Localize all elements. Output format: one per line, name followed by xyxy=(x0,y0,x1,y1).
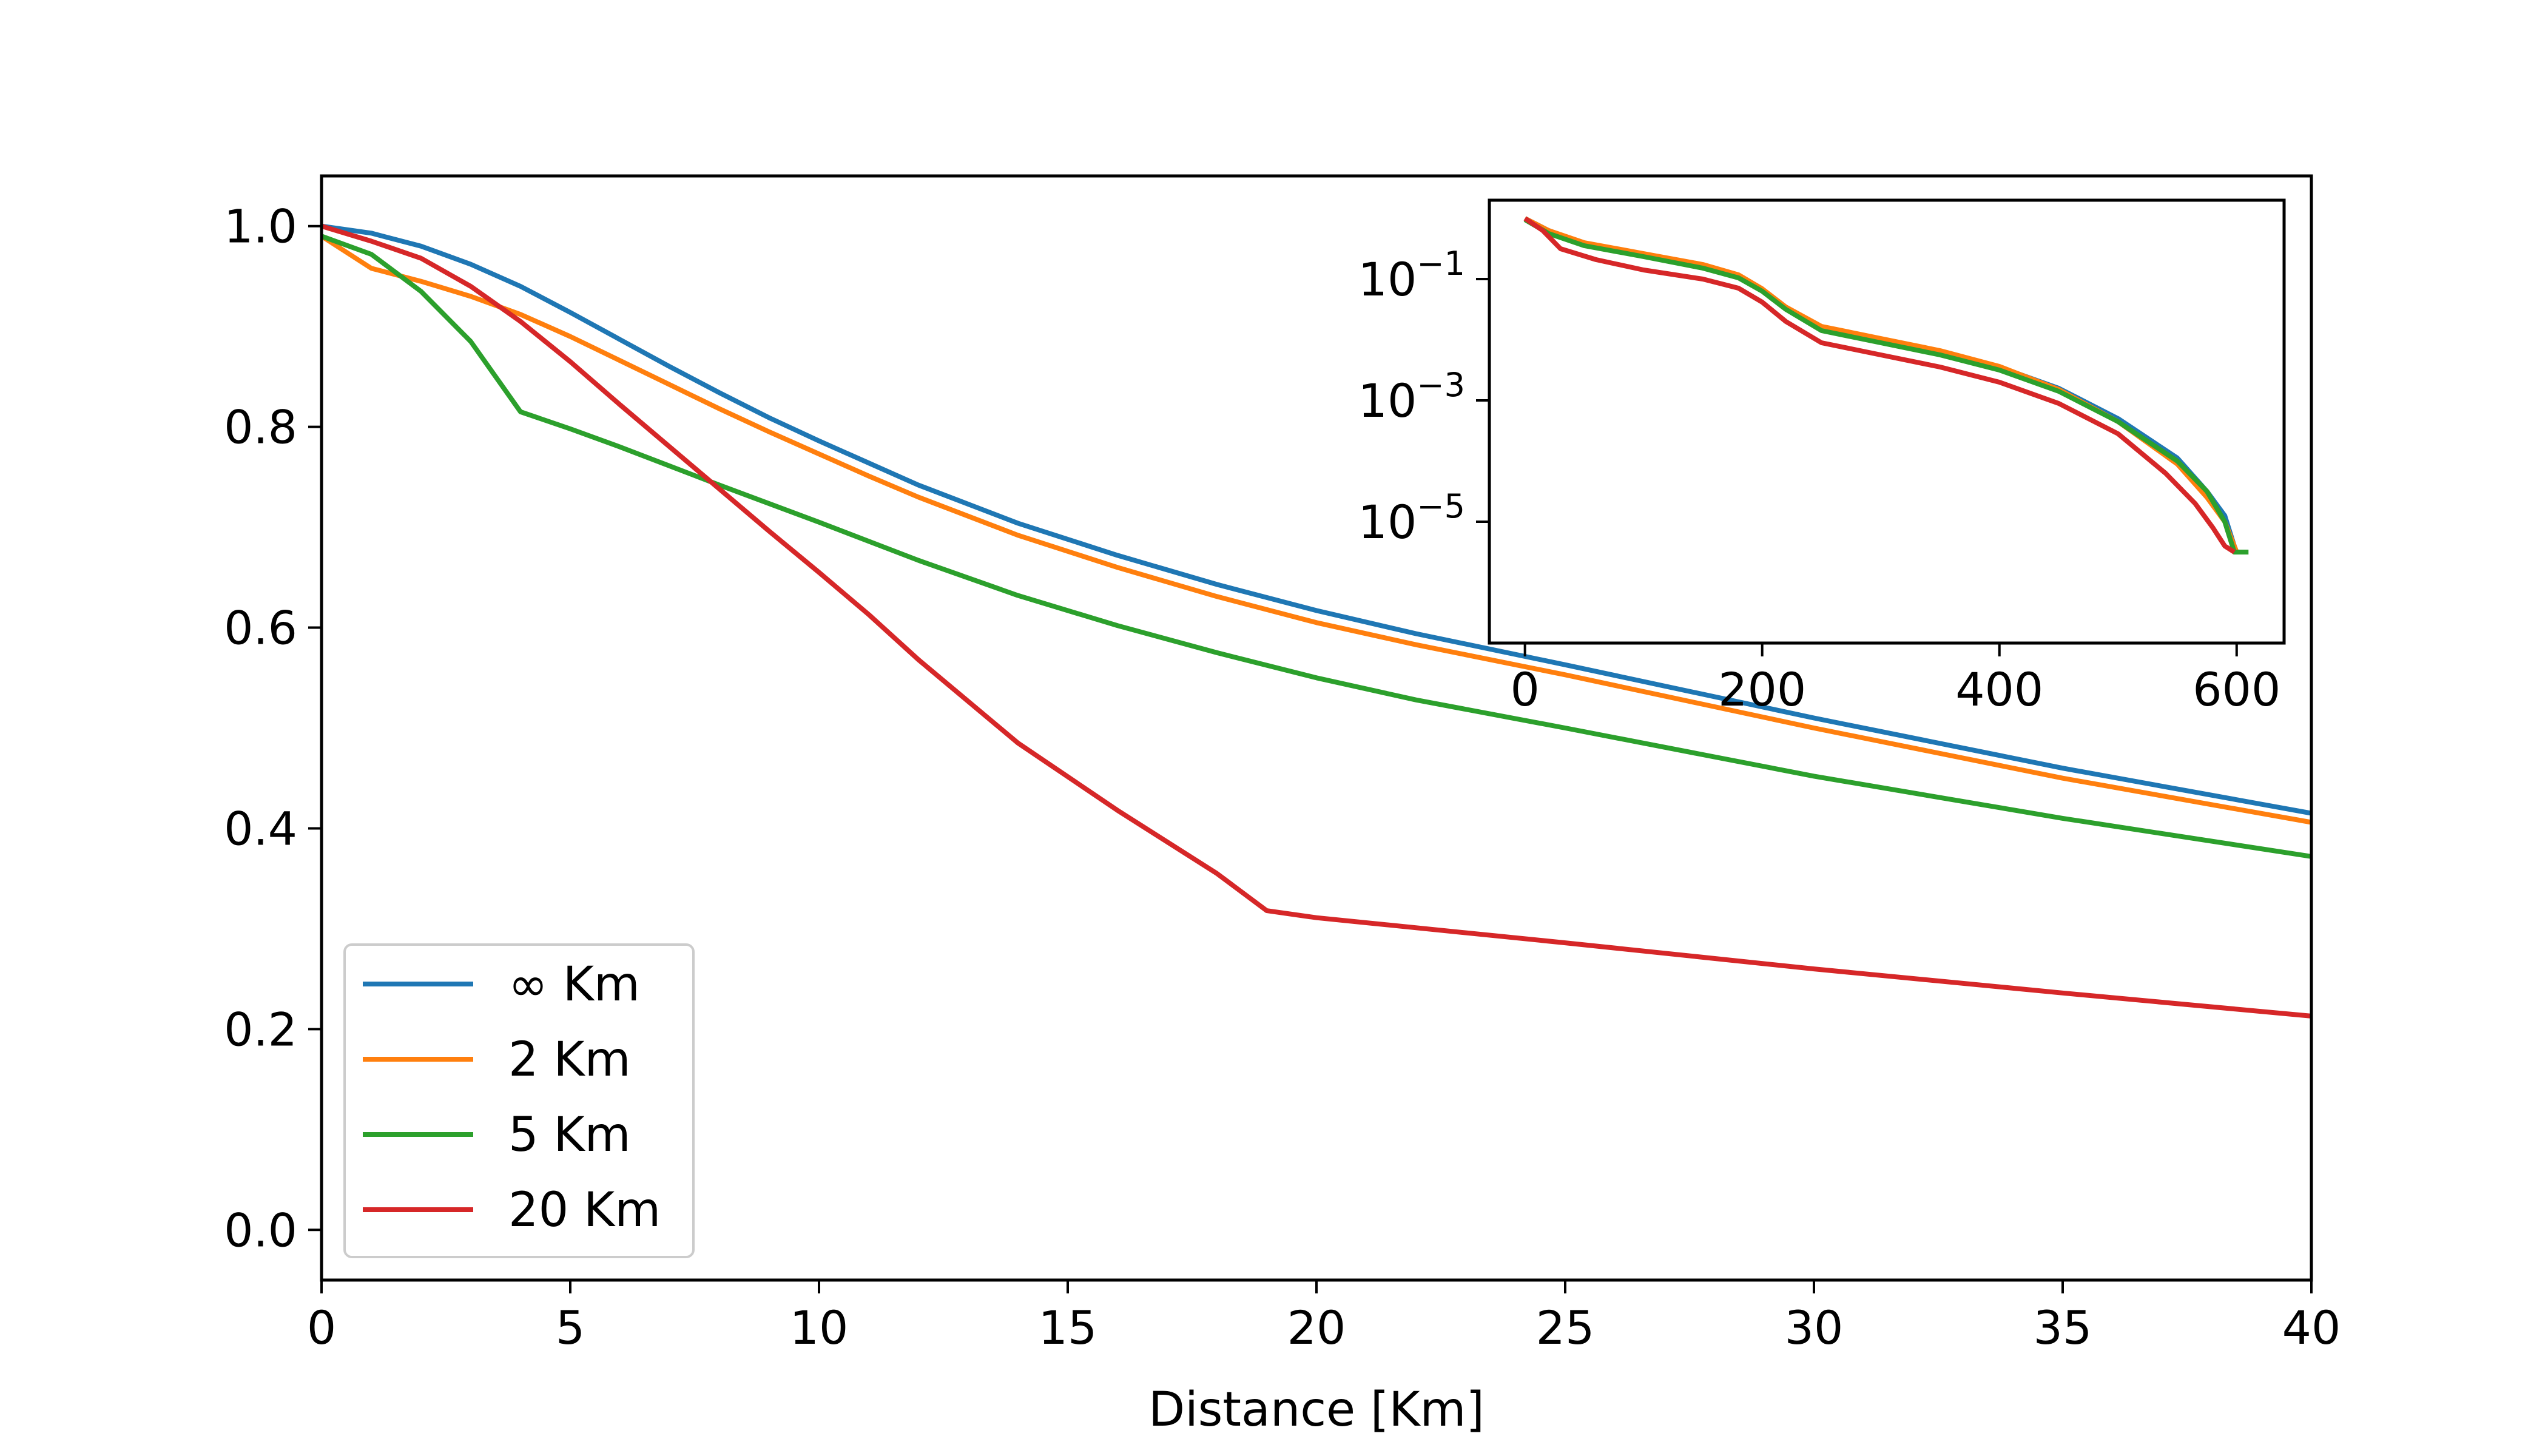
x-tick-label: 0 xyxy=(307,1301,336,1355)
main-series-group xyxy=(320,223,2312,1019)
inset-x-axis: 0 200 400 600 xyxy=(1510,643,2280,716)
x-tick-label: 35 xyxy=(2034,1301,2092,1355)
inset-plot-area xyxy=(1489,200,2284,643)
inset-y-tick-label: 10−5 xyxy=(1358,487,1465,549)
x-tick-label: 25 xyxy=(1536,1301,1595,1355)
inset-x-tick-label: 200 xyxy=(1718,662,1806,716)
inset-series-group xyxy=(1523,216,2249,554)
inset-x-tick-label: 400 xyxy=(1955,662,2043,716)
legend-label-2: 5 Km xyxy=(508,1108,631,1162)
y-tick-label: 0.2 xyxy=(224,1002,297,1056)
legend-label-0: ∞ Km xyxy=(508,957,640,1012)
inset-series-line-3 xyxy=(1523,216,2236,554)
legend: ∞ Km 2 Km 5 Km 20 Km xyxy=(343,943,695,1258)
inset-y-tick-label: 10−1 xyxy=(1358,244,1465,306)
inset-x-tick-label: 600 xyxy=(2192,662,2280,716)
y-tick-label: 0.0 xyxy=(224,1203,297,1257)
y-tick-label: 0.4 xyxy=(224,801,297,855)
legend-frame xyxy=(343,943,695,1258)
legend-items: ∞ Km 2 Km 5 Km 20 Km xyxy=(363,957,661,1238)
inset-series-line-1 xyxy=(1523,216,2239,553)
main-x-axis: 0 5 10 15 20 25 30 35 40 xyxy=(307,1280,2341,1355)
x-tick-label: 10 xyxy=(790,1301,849,1355)
x-tick-label: 5 xyxy=(556,1301,585,1355)
main-series-line-3 xyxy=(320,223,2312,1019)
legend-label-1: 2 Km xyxy=(508,1033,631,1087)
main-y-axis: 0.0 0.2 0.4 0.6 0.8 1.0 xyxy=(224,200,322,1257)
inset-plot: 0 200 400 600 10−1 10−3 10−5 xyxy=(1358,198,2286,716)
inset-plot-frame xyxy=(1488,198,2286,645)
inset-y-tick-label: 10−3 xyxy=(1358,366,1465,428)
y-tick-label: 1.0 xyxy=(224,200,297,254)
x-tick-label: 40 xyxy=(2282,1301,2341,1355)
inset-y-axis: 10−1 10−3 10−5 xyxy=(1358,244,1489,549)
x-tick-label: 15 xyxy=(1039,1301,1097,1355)
x-tick-label: 20 xyxy=(1287,1301,1346,1355)
x-axis-label: Distance [Km] xyxy=(1148,1383,1485,1437)
inset-x-tick-label: 0 xyxy=(1510,662,1539,716)
main-series-line-0 xyxy=(321,223,2312,816)
legend-label-3: 20 Km xyxy=(508,1183,661,1238)
y-tick-label: 0.8 xyxy=(224,400,297,454)
inset-series-line-2 xyxy=(1523,217,2249,554)
y-tick-label: 0.6 xyxy=(224,601,297,655)
main-series-line-2 xyxy=(320,234,2312,859)
x-tick-label: 30 xyxy=(1785,1301,1844,1355)
